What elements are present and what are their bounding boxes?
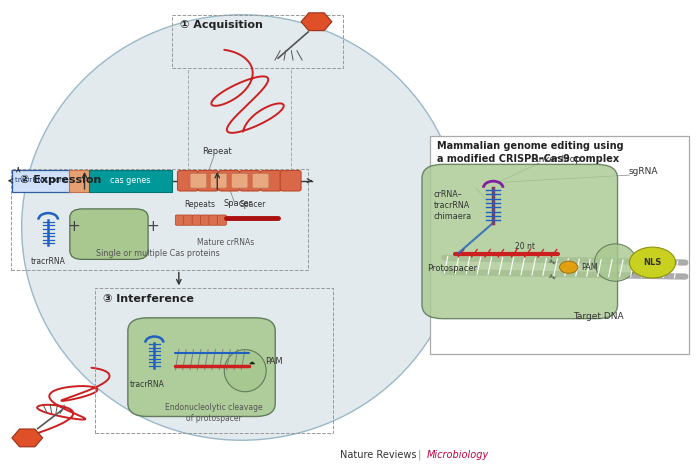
Text: ① Acquisition: ① Acquisition — [180, 20, 263, 30]
FancyBboxPatch shape — [177, 170, 198, 191]
Circle shape — [629, 247, 676, 278]
Text: PAM: PAM — [265, 357, 282, 366]
FancyBboxPatch shape — [12, 169, 72, 192]
Text: sgRNA: sgRNA — [629, 166, 658, 176]
FancyBboxPatch shape — [280, 170, 301, 191]
Ellipse shape — [22, 15, 462, 440]
Text: Spacer: Spacer — [224, 199, 253, 208]
Text: ✂: ✂ — [546, 257, 556, 268]
FancyBboxPatch shape — [192, 215, 201, 225]
FancyBboxPatch shape — [209, 215, 218, 225]
Ellipse shape — [594, 244, 636, 281]
Text: 20 nt: 20 nt — [514, 242, 535, 250]
FancyBboxPatch shape — [190, 173, 206, 188]
Text: ③ Interference: ③ Interference — [104, 294, 195, 304]
FancyBboxPatch shape — [128, 318, 275, 416]
FancyBboxPatch shape — [218, 170, 239, 191]
Text: tracrRNA gene: tracrRNA gene — [15, 177, 69, 183]
Circle shape — [559, 261, 578, 273]
Text: Repeat: Repeat — [202, 147, 232, 156]
Bar — [95, 288, 332, 433]
Text: Microbiology: Microbiology — [427, 450, 489, 460]
FancyBboxPatch shape — [89, 169, 172, 192]
Text: Single or multiple Cas proteins: Single or multiple Cas proteins — [96, 249, 220, 257]
FancyBboxPatch shape — [239, 170, 260, 191]
Text: Endonucleolytic cleavage
of protospacer: Endonucleolytic cleavage of protospacer — [165, 403, 262, 423]
Text: crRNA–
tracrRNA
chimaera: crRNA– tracrRNA chimaera — [434, 190, 472, 221]
Text: Linker loop: Linker loop — [531, 155, 581, 164]
FancyBboxPatch shape — [183, 215, 192, 225]
FancyBboxPatch shape — [217, 215, 226, 225]
Text: NLS: NLS — [643, 258, 662, 267]
Text: ② Expression: ② Expression — [20, 174, 101, 185]
FancyBboxPatch shape — [422, 164, 617, 318]
FancyBboxPatch shape — [210, 173, 227, 188]
Text: +: + — [146, 219, 160, 234]
FancyBboxPatch shape — [260, 170, 281, 191]
Text: Protospacer: Protospacer — [427, 264, 477, 272]
Text: tracrRNA: tracrRNA — [31, 257, 66, 266]
Text: ✂: ✂ — [546, 272, 556, 283]
Ellipse shape — [224, 349, 266, 392]
Text: Nature Reviews: Nature Reviews — [340, 450, 416, 460]
Text: Repeats: Repeats — [184, 200, 216, 209]
Text: Mammalian genome editing using
a modified CRISPR–Cas9 complex: Mammalian genome editing using a modifie… — [438, 141, 624, 164]
Text: Spacer: Spacer — [239, 200, 265, 209]
Text: Target DNA: Target DNA — [573, 312, 623, 321]
Text: Mature crRNAs: Mature crRNAs — [197, 238, 254, 247]
FancyBboxPatch shape — [200, 215, 209, 225]
FancyBboxPatch shape — [175, 215, 184, 225]
Text: tracrRNA: tracrRNA — [130, 380, 164, 389]
Bar — [172, 15, 343, 68]
FancyBboxPatch shape — [197, 170, 218, 191]
FancyBboxPatch shape — [70, 209, 148, 259]
FancyBboxPatch shape — [231, 173, 248, 188]
FancyBboxPatch shape — [252, 173, 269, 188]
FancyBboxPatch shape — [69, 169, 92, 192]
Bar — [11, 169, 308, 270]
Text: cas genes: cas genes — [110, 176, 150, 185]
Text: |: | — [415, 449, 425, 460]
Text: PAM: PAM — [581, 263, 598, 272]
Text: +: + — [68, 219, 80, 234]
Bar — [430, 136, 689, 354]
